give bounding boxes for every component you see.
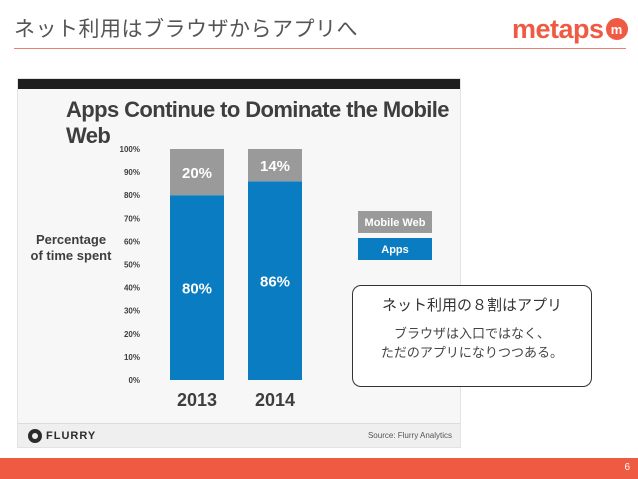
y-tick-label: 90% (124, 168, 140, 177)
callout-box: ネット利用の８割はアプリ ブラウザは入口ではなく、 ただのアプリになりつつある。 (352, 285, 592, 387)
x-category-label: 2013 (177, 390, 217, 410)
bar-label: 86% (260, 274, 290, 291)
chart-footer: FLURRY Source: Flurry Analytics (18, 423, 460, 447)
x-category-label: 2014 (255, 390, 295, 410)
callout-body: ブラウザは入口ではなく、 ただのアプリになりつつある。 (353, 325, 591, 363)
legend-label: Mobile Web (365, 217, 426, 229)
page-number: 6 (624, 462, 630, 473)
legend-label: Apps (381, 244, 409, 256)
bar-label: 80% (182, 281, 212, 298)
flurry-logo: FLURRY (28, 429, 96, 443)
y-tick-label: 50% (124, 261, 140, 270)
ylabel-line-1: Percentage (35, 232, 107, 247)
chart-top-strip (18, 79, 460, 89)
title-divider (14, 48, 626, 49)
flurry-brand: FLURRY (46, 430, 97, 442)
bar-label: 14% (260, 158, 290, 175)
bar-mobile-web-2014 (248, 149, 302, 182)
y-tick-label: 0% (128, 376, 140, 385)
y-tick-label: 20% (124, 330, 140, 339)
callout-heading: ネット利用の８割はアプリ (381, 296, 562, 314)
flurry-logo-icon (28, 429, 42, 443)
chart-ylabel: Percentage of time spent (26, 232, 116, 264)
bar-apps-2013 (170, 195, 224, 380)
stacked-bar-chart: 0% 10% 20% 30% 40% 50% 60% 70% 80% 90% 100% 80% 20% 2… (120, 145, 432, 410)
y-tick-label: 60% (124, 237, 140, 246)
chart-card: Apps Continue to Dominate the Mobile Web… (17, 78, 461, 448)
callout-line-1: ブラウザは入口ではなく、 (393, 327, 550, 342)
logo-badge-icon: m (605, 18, 628, 40)
y-tick-label: 40% (124, 284, 140, 293)
ylabel-line-2: of time spent (30, 248, 112, 263)
footer-bar: 6 (0, 458, 638, 479)
bar-apps-2014 (248, 181, 302, 380)
callout-line-2: ただのアプリになりつつある。 (380, 346, 564, 361)
y-tick-label: 70% (124, 214, 140, 223)
y-tick-label: 10% (124, 353, 140, 362)
bar-label: 20% (182, 165, 212, 182)
logo-text: metaps (512, 13, 604, 44)
chart-source: Source: Flurry Analytics (367, 431, 452, 440)
y-tick-label: 100% (120, 145, 140, 154)
y-tick-label: 30% (124, 307, 140, 316)
legend-swatch-mobile-web (358, 211, 432, 233)
bar-mobile-web-2013 (170, 149, 224, 196)
metaps-logo: metaps m (512, 14, 628, 44)
chart-title: Apps Continue to Dominate the Mobile Web (66, 97, 450, 148)
y-tick-label: 80% (124, 191, 140, 200)
slide-title: ネット利用はブラウザからアプリへ (14, 17, 358, 41)
legend-swatch-apps (358, 238, 432, 260)
